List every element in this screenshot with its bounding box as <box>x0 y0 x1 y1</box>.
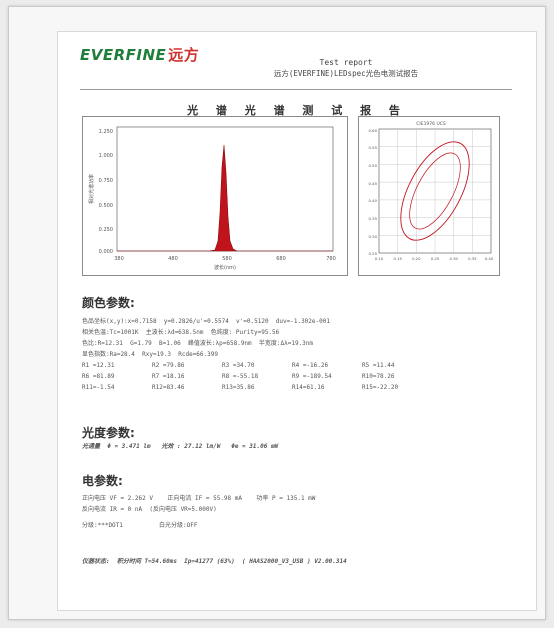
header-title: Test report <box>319 58 373 67</box>
electrical-section: 电参数: 正向电压 VF = 2.262 V 正向电流 IF = 55.98 m… <box>82 472 522 531</box>
y-tick: 0.50 <box>369 163 378 168</box>
cie-outer-ellipse <box>400 141 470 241</box>
report-page: EVERFINE 远方 Test report 远方(EVERFINE)LEDsp… <box>57 31 537 611</box>
header-divider <box>80 89 512 90</box>
x-tick: 0.30 <box>449 256 458 261</box>
x-tick: 580 <box>222 256 232 262</box>
y-tick: 0.55 <box>369 145 378 150</box>
reverse-row: 反向电流 IR = 0 nA (反向电压 VR=5.000V) <box>82 506 217 513</box>
cie-grid <box>379 129 491 253</box>
cri-row: 显色指数:Ra=28.4 Rxy=19.3 Rcde=66.399 <box>82 351 218 358</box>
grading-row: 分级:***DOT1 白光分级:OFF <box>82 522 198 529</box>
y-tick: 0.250 <box>99 227 113 233</box>
x-tick: 0.40 <box>485 256 494 261</box>
r-value: R5 =11.44 <box>362 362 395 369</box>
r-value: R8 =-55.18 <box>222 373 259 380</box>
r-value: R4 =-16.26 <box>292 362 329 369</box>
spectrum-x-ticks: 380 480 580 680 780 <box>114 256 336 262</box>
x-tick: 480 <box>168 256 178 262</box>
cie-chart: CIE1976 UCS 0.6 <box>358 116 500 276</box>
color-params-heading: 颜色参数: <box>82 296 135 310</box>
y-tick: 0.40 <box>369 198 378 203</box>
forward-row: 正向电压 VF = 2.262 V 正向电流 IF = 55.98 mA 功率 … <box>82 495 316 502</box>
r-value: R13=35.86 <box>222 384 255 391</box>
logo-en: EVERFINE <box>80 46 167 64</box>
photometric-row: 光通量 Φ = 3.471 lm 光效 : 27.12 lm/W Φe = 31… <box>82 443 279 450</box>
y-tick: 0.45 <box>369 181 378 186</box>
r-value: R1 =12.31 <box>82 362 115 369</box>
color-temp-row: 相关色温:Tc=1001K 主波长:λd=638.5nm 色纯度: Purity… <box>82 329 280 336</box>
y-tick: 0.000 <box>99 249 113 255</box>
r-value: R3 =34.70 <box>222 362 255 369</box>
cie-x-ticks: 0.10 0.15 0.20 0.25 0.30 0.35 0.40 <box>375 256 494 261</box>
cie-chart-title: CIE1976 UCS <box>416 121 446 127</box>
r-value: R11=-1.54 <box>82 384 115 391</box>
r-value: R15=-22.20 <box>362 384 399 391</box>
r-value: R7 =18.16 <box>152 373 185 380</box>
x-tick: 0.20 <box>412 256 421 261</box>
chromaticity-row: 色品坐标(x,y):x=0.7158 y=0.2826/u'=0.5574 v'… <box>82 318 330 325</box>
header-subtitle: 远方(EVERFINE)LEDspec光色电测试报告 <box>273 69 419 78</box>
y-tick: 0.500 <box>99 203 113 209</box>
report-title: 光 谱 光 谱 测 试 报 告 <box>187 104 407 117</box>
spectrum-chart: 1.250 1.000 0.750 0.500 0.250 0.000 相对光谱… <box>82 116 348 276</box>
y-tick: 0.750 <box>99 178 113 184</box>
logo-cn: 远方 <box>168 46 200 64</box>
x-axis-label: 波长(nm) <box>214 264 236 271</box>
instrument-status: 仪器状态: 积分时间 T=54.60ms Ip=41277 (63%) ( HA… <box>82 558 347 565</box>
r-value: R6 =81.89 <box>82 373 115 380</box>
spectrum-y-ticks: 1.250 1.000 0.750 0.500 0.250 0.000 <box>99 129 113 255</box>
y-tick: 1.250 <box>99 129 113 135</box>
color-ratio-row: 色比:R=12.31 G=1.79 B=1.06 峰值波长:λp=658.9nm… <box>82 340 314 347</box>
r-value: R9 =-189.54 <box>292 373 332 380</box>
cie-y-ticks: 0.60 0.55 0.50 0.45 0.40 0.35 0.30 0.25 <box>369 128 378 256</box>
r-value: R12=83.46 <box>152 384 185 391</box>
y-tick: 1.000 <box>99 153 113 159</box>
r-values-grid: R1 =12.31 R2 =79.86 R3 =34.70 R4 =-16.26… <box>82 360 522 393</box>
r-value: R10=78.26 <box>362 373 395 380</box>
y-tick: 0.30 <box>369 234 378 239</box>
cie-inner-ellipse <box>409 152 461 230</box>
y-tick: 0.25 <box>369 251 378 256</box>
footer-section: 仪器状态: 积分时间 T=54.60ms Ip=41277 (63%) ( HA… <box>82 556 522 567</box>
x-tick: 0.15 <box>393 256 402 261</box>
spectrum-peak <box>117 144 333 252</box>
report-header: EVERFINE 远方 Test report 远方(EVERFINE)LEDsp… <box>80 44 520 88</box>
y-axis-label: 相对光谱功率 <box>88 174 95 204</box>
photometric-section: 光度参数: 光通量 Φ = 3.471 lm 光效 : 27.12 lm/W Φ… <box>82 424 522 452</box>
everfine-logo: EVERFINE 远方 <box>80 44 199 65</box>
photometric-heading: 光度参数: <box>82 426 135 440</box>
x-tick: 0.35 <box>468 256 477 261</box>
color-params-section: 颜色参数: 色品坐标(x,y):x=0.7158 y=0.2826/u'=0.5… <box>82 294 522 393</box>
r-value: R2 =79.86 <box>152 362 185 369</box>
y-tick: 0.60 <box>369 128 378 133</box>
x-tick: 680 <box>276 256 286 262</box>
r-value: R14=61.16 <box>292 384 325 391</box>
y-tick: 0.35 <box>369 216 378 221</box>
x-tick: 380 <box>114 256 124 262</box>
electrical-heading: 电参数: <box>82 474 123 488</box>
x-tick: 780 <box>326 256 336 262</box>
x-tick: 0.10 <box>375 256 384 261</box>
window-frame: EVERFINE 远方 Test report 远方(EVERFINE)LEDsp… <box>8 6 546 620</box>
x-tick: 0.25 <box>431 256 440 261</box>
